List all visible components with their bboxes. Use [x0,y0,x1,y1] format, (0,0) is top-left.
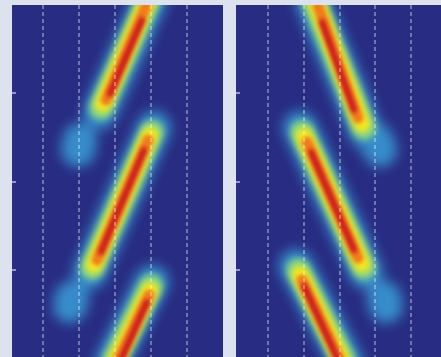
tick-marks [12,92,16,271]
grid-lines [267,5,412,357]
grid-lines [42,5,188,357]
left-panel [12,5,223,357]
streaks [53,5,171,357]
tick-marks [236,92,240,271]
streaks [279,5,403,357]
right-panel [236,5,441,357]
